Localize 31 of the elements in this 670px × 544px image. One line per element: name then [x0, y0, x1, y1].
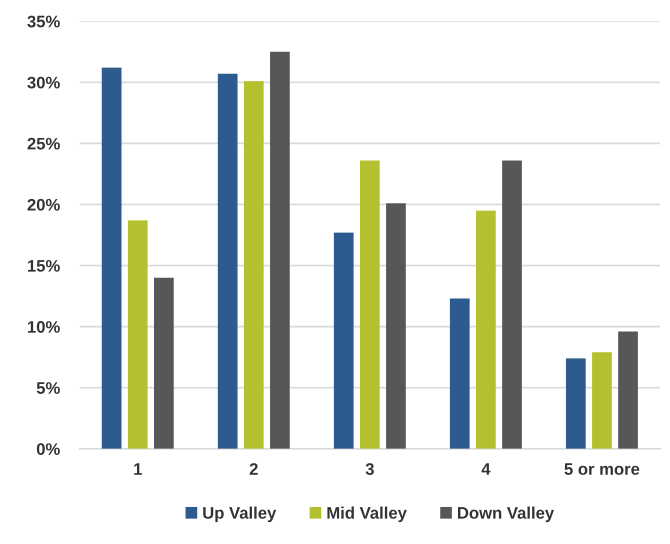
bar	[218, 74, 238, 449]
bar	[386, 203, 406, 449]
x-tick-label: 2	[250, 463, 258, 475]
y-tick-label: 30%	[27, 76, 60, 89]
bar	[618, 332, 638, 449]
bar	[566, 358, 586, 449]
y-tick-label: 35%	[27, 16, 60, 28]
bar	[102, 68, 122, 449]
bar	[360, 160, 380, 449]
bar	[270, 52, 290, 449]
x-tick-label: 1	[134, 463, 142, 475]
bar	[244, 81, 264, 449]
bar	[502, 160, 522, 449]
bar	[334, 232, 354, 449]
y-tick-label: 0%	[36, 443, 60, 456]
y-tick-label: 15%	[28, 260, 60, 272]
bar	[592, 352, 612, 449]
bar	[450, 298, 470, 449]
y-tick-label: 5%	[36, 382, 60, 394]
y-tick-label: 20%	[28, 198, 60, 211]
legend-label: Up Valley	[203, 506, 276, 522]
x-tick-label: 3	[366, 463, 374, 475]
bar	[476, 210, 496, 449]
bar	[154, 278, 174, 449]
x-tick-label: 5 or more	[564, 463, 640, 475]
x-tick-label: 4	[482, 463, 490, 475]
bar	[128, 220, 148, 449]
y-tick-label: 10%	[28, 321, 60, 333]
legend-label: Mid Valley	[327, 506, 407, 522]
y-tick-label: 25%	[28, 138, 60, 150]
legend-label: Down Valley	[458, 506, 554, 522]
